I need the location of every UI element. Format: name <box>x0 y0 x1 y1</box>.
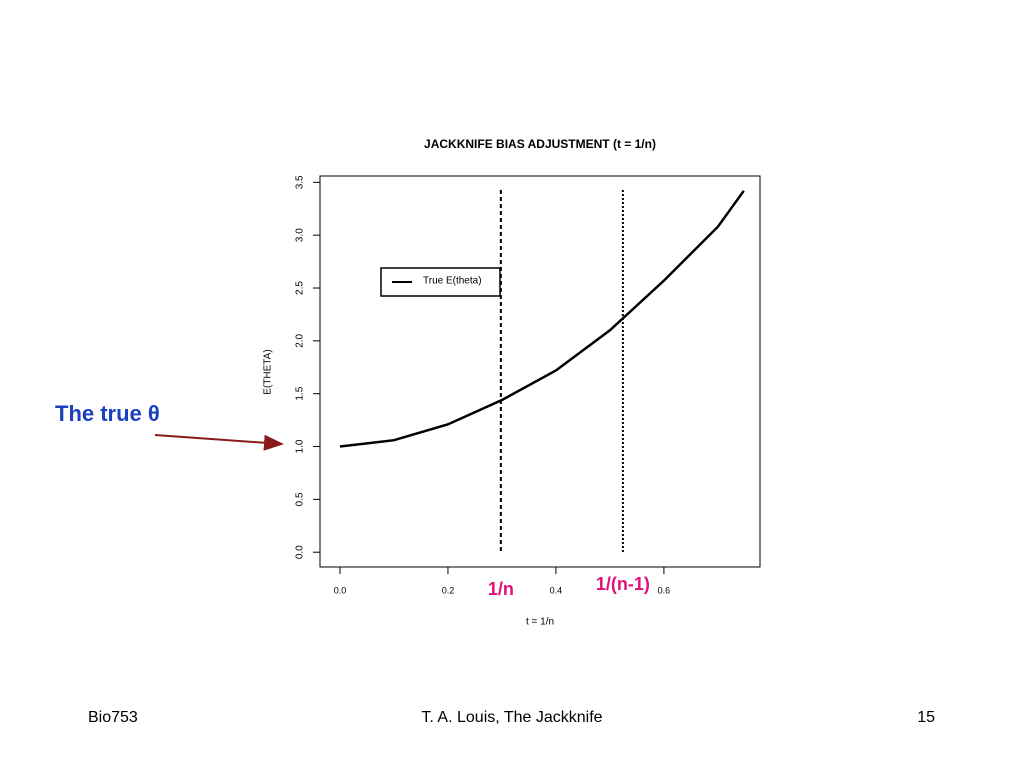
x-tick-label: 0.2 <box>442 585 455 595</box>
legend-label: True E(theta) <box>423 276 482 287</box>
chart-title: JACKKNIFE BIAS ADJUSTMENT (t = 1/n) <box>424 137 656 151</box>
reference-label: 1/(n-1) <box>596 574 650 594</box>
y-tick-label: 1.5 <box>295 386 306 400</box>
plot-frame <box>319 175 761 568</box>
y-tick-label: 3.0 <box>295 228 306 242</box>
reference-label: 1/n <box>488 579 514 599</box>
footer-left: Bio753 <box>88 709 138 726</box>
y-tick-label: 3.5 <box>295 175 306 189</box>
x-tick-label: 0.6 <box>658 585 671 595</box>
y-tick-label: 1.0 <box>295 439 306 453</box>
footer-center: T. A. Louis, The Jackknife <box>421 709 602 726</box>
footer-right: 15 <box>917 709 935 726</box>
x-tick-label: 0.0 <box>334 585 347 595</box>
y-tick-label: 2.0 <box>295 333 306 347</box>
annotation-arrow <box>154 434 284 451</box>
y-tick-label: 0.0 <box>295 545 306 559</box>
data-line <box>339 190 745 448</box>
annotation: The true θ <box>55 401 160 426</box>
y-axis-label: E(THETA) <box>263 349 274 394</box>
x-axis-label: t = 1/n <box>526 617 554 628</box>
y-tick-label: 2.5 <box>295 281 306 295</box>
x-tick-label: 0.4 <box>550 585 563 595</box>
y-tick-label: 0.5 <box>295 492 306 506</box>
